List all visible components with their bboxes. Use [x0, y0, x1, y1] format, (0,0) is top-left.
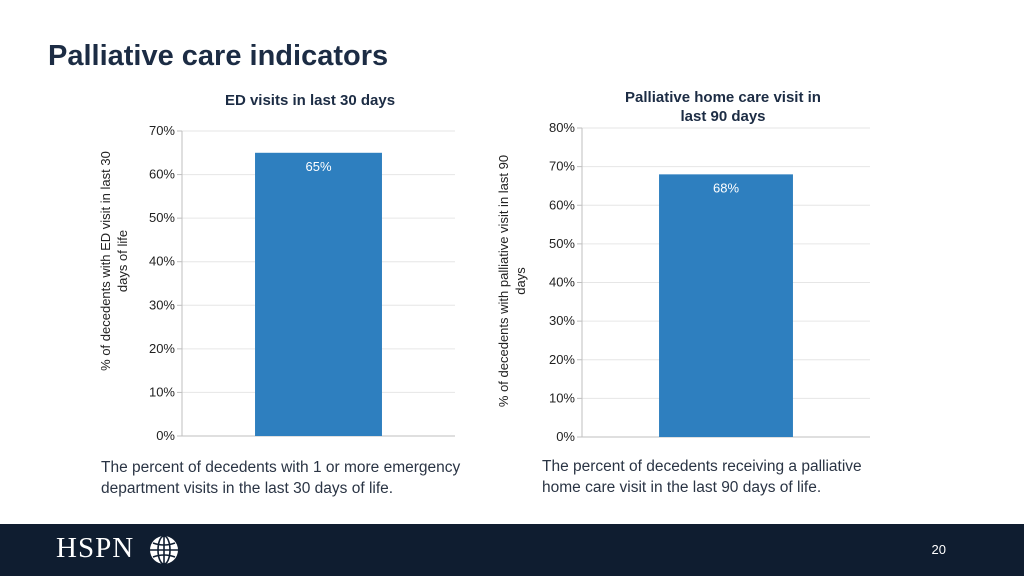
- caption-right-line1: The percent of decedents receiving a pal…: [542, 458, 862, 475]
- globe-icon: [150, 535, 178, 565]
- chart2-tick-label: 0%: [556, 429, 575, 444]
- caption-left: The percent of decedents with 1 or more …: [101, 457, 460, 499]
- chart2-bar: [659, 174, 793, 437]
- chart2-tick-label: 40%: [549, 275, 575, 290]
- chart2-title-line1: Palliative home care visit in: [625, 89, 821, 106]
- chart2-tick-label: 80%: [549, 120, 575, 135]
- chart1-data-label: 65%: [305, 159, 331, 174]
- chart2-tick-label: 70%: [549, 159, 575, 174]
- chart2-title-line2: last 90 days: [680, 108, 766, 125]
- chart2-tick-label: 10%: [549, 390, 575, 405]
- chart1-tick-label: 70%: [149, 123, 175, 138]
- chart2-tick-label: 50%: [549, 236, 575, 251]
- chart1-tick-label: 60%: [149, 167, 175, 182]
- chart2-tick-label: 30%: [549, 313, 575, 328]
- chart1-tick-label: 0%: [156, 428, 175, 443]
- caption-left-line2: department visits in the last 30 days of…: [101, 480, 394, 497]
- chart1-tick-label: 30%: [149, 297, 175, 312]
- chart1-tick-label: 40%: [149, 254, 175, 269]
- chart2-title: Palliative home care visit in last 90 da…: [598, 88, 848, 126]
- chart2-tick-label: 60%: [549, 197, 575, 212]
- chart1-bar: [255, 152, 382, 437]
- chart1-tick-label: 10%: [149, 384, 175, 399]
- caption-right-line2: home care visit in the last 90 days of l…: [542, 479, 822, 496]
- page-number: 20: [931, 542, 946, 557]
- caption-right: The percent of decedents receiving a pal…: [542, 456, 862, 498]
- hspn-logo: HSPN: [56, 532, 135, 564]
- chart1-tick-label: 50%: [149, 210, 175, 225]
- chart2-data-label: 68%: [713, 180, 739, 195]
- chart2-tick-label: 20%: [549, 352, 575, 367]
- chart1-title: ED visits in last 30 days: [224, 92, 396, 109]
- footer-bar: HSPN 20: [0, 524, 1024, 576]
- chart1-tick-label: 20%: [149, 341, 175, 356]
- caption-left-line1: The percent of decedents with 1 or more …: [101, 459, 461, 476]
- page-title: Palliative care indicators: [48, 40, 389, 72]
